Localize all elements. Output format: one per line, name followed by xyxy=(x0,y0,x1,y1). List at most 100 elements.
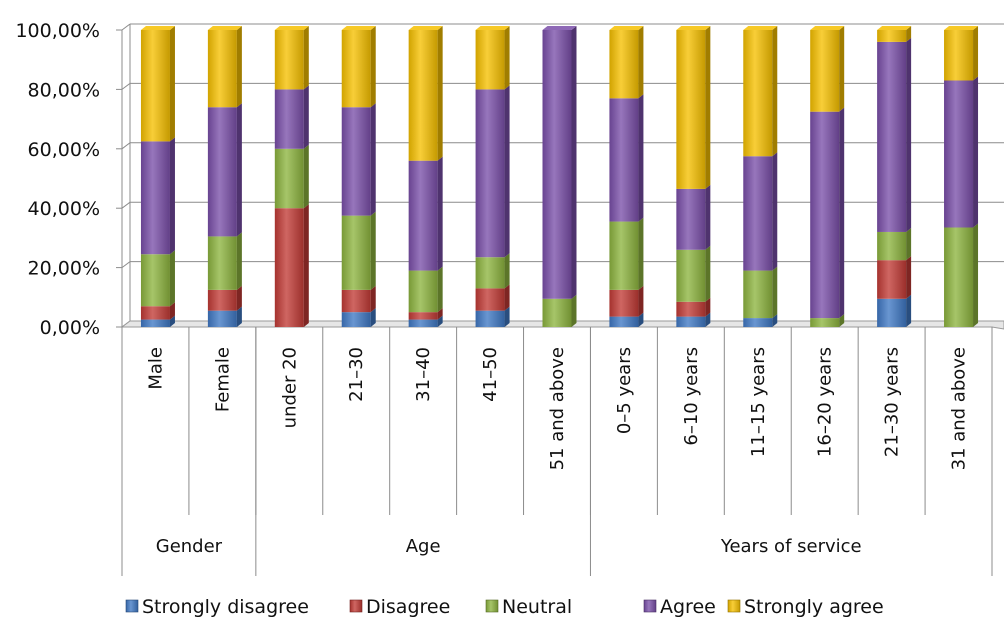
bar-segment xyxy=(676,245,711,302)
bar-side xyxy=(906,294,912,327)
bar-front xyxy=(408,160,438,271)
bar-side xyxy=(571,26,577,299)
bar-front xyxy=(676,188,706,250)
bar-front xyxy=(944,227,974,327)
gridline-depth xyxy=(121,261,131,269)
bar-top xyxy=(676,26,711,30)
bar-side xyxy=(772,26,778,157)
bar-segment xyxy=(743,26,778,157)
bar-segment xyxy=(475,253,510,289)
bar-segment xyxy=(676,184,711,250)
bar-segment xyxy=(274,144,309,209)
bar-front xyxy=(743,30,773,157)
legend-swatch xyxy=(727,599,741,613)
bar-side xyxy=(504,306,510,327)
bar-side xyxy=(638,312,644,327)
bar-segment xyxy=(140,26,175,142)
bar-front xyxy=(408,319,438,327)
bar-side xyxy=(973,26,979,81)
bar-segment xyxy=(475,26,510,90)
group-label: Age xyxy=(406,536,441,557)
bar-top xyxy=(542,26,577,30)
bar-side xyxy=(839,26,845,112)
bar-segment xyxy=(274,26,309,90)
bar-side xyxy=(638,94,644,222)
category-label: Male xyxy=(145,347,166,390)
bar-side xyxy=(705,26,711,189)
legend-label: Neutral xyxy=(502,596,572,618)
bar-front xyxy=(408,30,438,161)
group-label: Gender xyxy=(156,536,223,557)
gridline-depth xyxy=(121,83,131,90)
bar-front xyxy=(475,288,505,311)
category-label: 11–15 years xyxy=(748,347,769,457)
bar-side xyxy=(705,297,711,317)
bar-segment xyxy=(743,152,778,271)
bar-front xyxy=(944,80,974,228)
bar-top xyxy=(475,26,510,30)
bar-segment xyxy=(609,217,644,290)
bar-front xyxy=(609,30,639,99)
bar-front xyxy=(274,89,304,149)
bar-segment xyxy=(877,256,912,299)
bar-side xyxy=(504,85,510,258)
bar-segment xyxy=(609,312,644,327)
bar-segment xyxy=(609,285,644,317)
legend-swatch xyxy=(485,599,499,613)
category-label: 41–50 xyxy=(480,347,501,402)
bar-side xyxy=(303,26,309,90)
bar-segment xyxy=(341,308,376,327)
bar-segment xyxy=(676,26,711,189)
bar-front xyxy=(341,289,371,313)
bar-front xyxy=(609,221,639,290)
category-label: under 20 xyxy=(279,347,300,428)
bar-front xyxy=(877,298,907,327)
gridline-depth xyxy=(121,23,131,31)
bar-segment xyxy=(341,211,376,290)
bar-side xyxy=(370,103,376,216)
bar-front xyxy=(542,30,572,299)
bar-front xyxy=(207,310,237,327)
bar-segment xyxy=(207,306,242,327)
bar-front xyxy=(140,319,170,327)
bar-side xyxy=(437,26,443,161)
bar-side xyxy=(169,26,175,142)
bar-segment xyxy=(542,294,577,327)
bar-side xyxy=(839,107,845,319)
bar-segment xyxy=(810,26,845,112)
legend-swatch xyxy=(349,599,363,613)
y-tick-label: 0,00% xyxy=(40,317,100,339)
bar-top xyxy=(408,26,443,30)
bar-segment xyxy=(207,285,242,311)
bar-side xyxy=(504,26,510,90)
bar-side xyxy=(437,156,443,271)
bar-segment xyxy=(475,85,510,258)
bar-segment xyxy=(274,204,309,327)
bar-front xyxy=(877,41,907,232)
bar-segment xyxy=(877,37,912,232)
bar-top xyxy=(944,26,979,30)
legend-label: Strongly agree xyxy=(744,596,884,618)
category-label: 21–30 years xyxy=(882,347,903,457)
bar-segment xyxy=(877,227,912,261)
bar-top xyxy=(140,26,175,30)
bar-front xyxy=(944,30,974,81)
bar-side xyxy=(437,308,443,320)
bar-side xyxy=(772,152,778,271)
bar-segment xyxy=(140,315,175,327)
bar-side xyxy=(839,314,845,327)
bar-side xyxy=(906,256,912,299)
bar-segment xyxy=(341,285,376,313)
bar-segment xyxy=(408,26,443,161)
category-label: 16–20 years xyxy=(815,347,836,457)
bar-segment xyxy=(676,297,711,317)
bar-front xyxy=(475,310,505,327)
bar-side xyxy=(772,314,778,327)
bar-segment xyxy=(810,314,845,327)
bar-side xyxy=(169,250,175,307)
bar-segment xyxy=(542,26,577,299)
bar-front xyxy=(341,30,371,108)
category-label: 6–10 years xyxy=(681,347,702,446)
bar-top xyxy=(341,26,376,30)
bar-side xyxy=(370,211,376,290)
